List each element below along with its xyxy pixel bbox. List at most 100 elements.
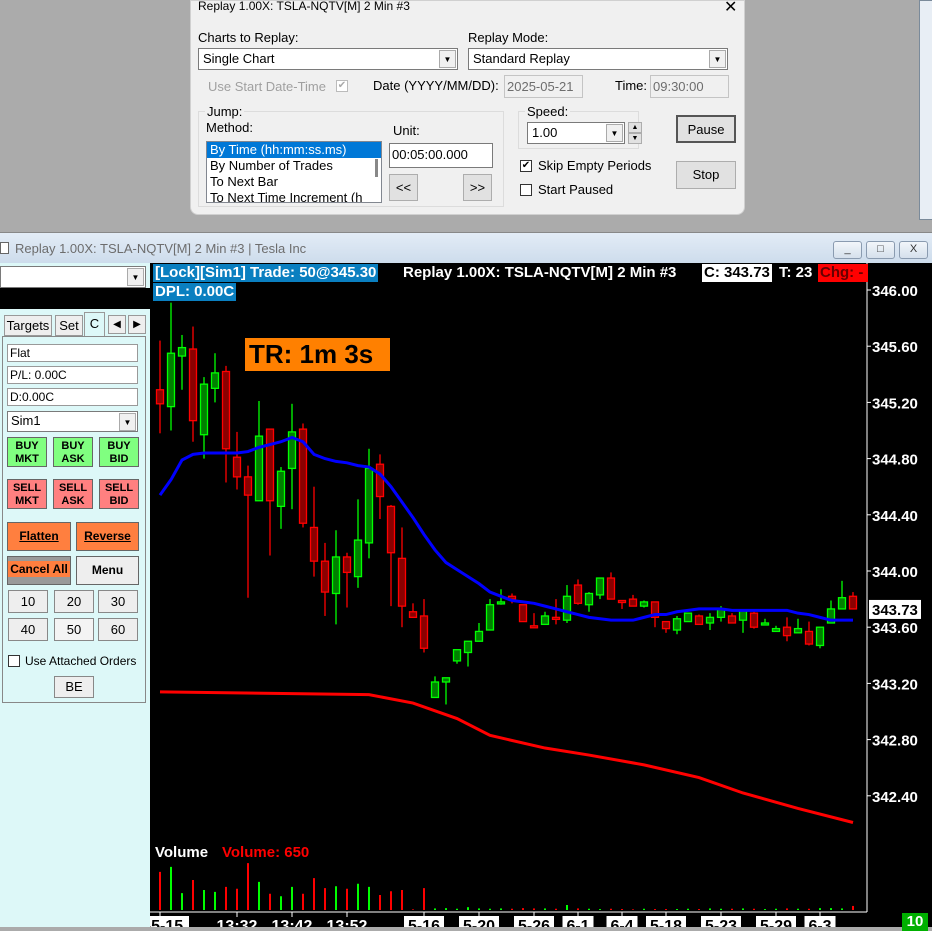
flatten-button[interactable]: Flatten bbox=[7, 522, 71, 551]
candle-body bbox=[243, 476, 253, 496]
stop-button[interactable]: Stop bbox=[676, 161, 736, 189]
close-icon[interactable]: ✕ bbox=[724, 0, 738, 16]
charts-label: Charts to Replay: bbox=[198, 30, 299, 45]
price-tick-label: 342.40 bbox=[872, 789, 918, 806]
list-scrollbar[interactable] bbox=[375, 159, 378, 177]
chevron-down-icon: ▼ bbox=[606, 124, 623, 142]
volume-bar bbox=[698, 909, 700, 910]
time-label-bg bbox=[804, 916, 836, 927]
use-start-checkbox[interactable]: ✔ bbox=[336, 80, 348, 92]
tab-scroll-right-icon[interactable]: ▶ bbox=[128, 315, 146, 334]
account-value: Sim1 bbox=[11, 413, 41, 428]
reverse-button[interactable]: Reverse bbox=[76, 522, 139, 551]
unit-label: Unit: bbox=[393, 123, 420, 138]
buy-bid-button[interactable]: BUY BID bbox=[99, 437, 139, 467]
method-item[interactable]: To Next Bar bbox=[210, 174, 278, 189]
candle-body bbox=[496, 601, 506, 605]
daily-pl-field: D:0.00C bbox=[7, 388, 138, 406]
jump-group: Jump: Method: By Time (hh:mm:ss.ms) By N… bbox=[198, 104, 504, 207]
attached-orders-checkbox[interactable] bbox=[8, 655, 20, 667]
volume-bar bbox=[335, 886, 337, 910]
candle-body bbox=[419, 615, 429, 649]
window-close-icon[interactable]: X bbox=[899, 241, 928, 259]
volume-bar bbox=[841, 908, 843, 910]
tab-targets[interactable]: Targets bbox=[4, 315, 52, 336]
volume-bar bbox=[280, 896, 282, 910]
price-tick-label: 344.80 bbox=[872, 452, 918, 469]
speed-select[interactable]: 1.00 ▼ bbox=[527, 122, 625, 144]
start-paused-checkbox[interactable] bbox=[520, 184, 532, 196]
qty-30-button[interactable]: 30 bbox=[98, 590, 138, 613]
pl-field: P/L: 0.00C bbox=[7, 366, 138, 384]
qty-60-button[interactable]: 60 bbox=[98, 618, 138, 641]
sell-ask-button[interactable]: SELL ASK bbox=[53, 479, 93, 509]
background-window bbox=[919, 0, 932, 220]
qty-50-button[interactable]: 50 bbox=[54, 618, 94, 641]
mode-select[interactable]: Standard Replay ▼ bbox=[468, 48, 728, 70]
cancel-all-button[interactable]: Cancel All bbox=[7, 556, 71, 585]
jump-forward-button[interactable]: >> bbox=[463, 174, 492, 201]
position-status: Flat bbox=[7, 344, 138, 362]
candle-body bbox=[254, 435, 264, 502]
volume-bar bbox=[346, 888, 348, 910]
volume-bar bbox=[159, 871, 161, 910]
time-label-bg bbox=[514, 916, 554, 927]
time-tick-label: 5-23 bbox=[705, 918, 737, 927]
qty-20-button[interactable]: 20 bbox=[54, 590, 94, 613]
candle-body bbox=[650, 601, 660, 619]
buy-market-button[interactable]: BUY MKT bbox=[7, 437, 47, 467]
candle-body bbox=[573, 584, 583, 604]
method-list[interactable]: By Time (hh:mm:ss.ms) By Number of Trade… bbox=[206, 141, 382, 203]
candle-body bbox=[386, 505, 396, 554]
method-item[interactable]: To Next Time Increment (h bbox=[210, 190, 363, 203]
unit-input[interactable]: 00:05:00.000 bbox=[389, 143, 493, 168]
volume-bar bbox=[720, 908, 722, 910]
candle-body bbox=[463, 640, 473, 654]
date-input[interactable]: 2025-05-21 bbox=[504, 75, 583, 98]
volume-bar bbox=[401, 890, 403, 910]
minimize-icon[interactable]: _ bbox=[833, 241, 862, 259]
buy-ask-button[interactable]: BUY ASK bbox=[53, 437, 93, 467]
restore-icon[interactable]: □ bbox=[866, 241, 895, 259]
candle-body bbox=[782, 626, 792, 637]
volume-bar bbox=[247, 863, 249, 910]
time-tick-label: 13:32 bbox=[217, 918, 258, 927]
charts-select[interactable]: Single Chart ▼ bbox=[198, 48, 458, 70]
candle-body bbox=[848, 595, 858, 610]
sell-market-button[interactable]: SELL MKT bbox=[7, 479, 47, 509]
speed-down-icon[interactable]: ▼ bbox=[628, 133, 642, 144]
sell-bid-button[interactable]: SELL BID bbox=[99, 479, 139, 509]
tab-set[interactable]: Set bbox=[55, 315, 83, 336]
time-tick-label: 6-1 bbox=[566, 918, 589, 927]
candle-body bbox=[661, 620, 671, 630]
price-chart[interactable]: 346.00 345.60 345.20 344.80 344.40 344.00 343.… bbox=[150, 263, 932, 927]
method-item[interactable]: By Number of Trades bbox=[210, 158, 333, 173]
method-item[interactable]: By Time (hh:mm:ss.ms) bbox=[207, 142, 381, 158]
tab-c[interactable]: C bbox=[84, 312, 105, 337]
speed-up-icon[interactable]: ▲ bbox=[628, 122, 642, 133]
candle-body bbox=[595, 577, 605, 596]
menu-button[interactable]: Menu bbox=[76, 556, 139, 585]
qty-40-button[interactable]: 40 bbox=[8, 618, 48, 641]
pause-button[interactable]: Pause bbox=[676, 115, 736, 143]
skip-empty-checkbox[interactable]: ✔ bbox=[520, 160, 532, 172]
qty-10-button[interactable]: 10 bbox=[8, 590, 48, 613]
volume-bar bbox=[599, 909, 601, 910]
symbol-select[interactable]: ▼ bbox=[0, 266, 146, 288]
candle-body bbox=[529, 625, 539, 629]
chart-area[interactable]: 346.00 345.60 345.20 344.80 344.40 344.00 343.… bbox=[150, 263, 932, 931]
time-tick-label: 5-29 bbox=[760, 918, 792, 927]
account-select[interactable]: Sim1 ▼ bbox=[7, 411, 138, 432]
volume-bar bbox=[258, 881, 260, 910]
time-tick-label: 5-5-15 bbox=[150, 918, 183, 927]
jump-back-button[interactable]: << bbox=[389, 174, 418, 201]
tab-scroll-left-icon[interactable]: ◀ bbox=[108, 315, 126, 334]
volume-bar bbox=[203, 890, 205, 910]
volume-bar bbox=[313, 878, 315, 910]
candle-body bbox=[771, 627, 781, 633]
speed-group: Speed: 1.00 ▼ ▲ ▼ bbox=[518, 104, 642, 149]
candle-body bbox=[628, 598, 638, 607]
candle-body bbox=[320, 560, 330, 593]
breakeven-button[interactable]: BE bbox=[54, 676, 94, 698]
time-input[interactable]: 09:30:00 bbox=[650, 75, 729, 98]
